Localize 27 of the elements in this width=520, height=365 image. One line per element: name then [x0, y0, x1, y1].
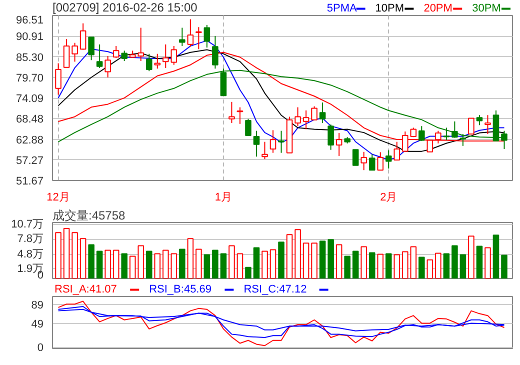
y-tick-label: 85.30: [16, 52, 44, 64]
y-tick-label: 74.09: [16, 93, 44, 105]
y-tick-label: 57.27: [16, 154, 44, 167]
y-tick-label: 90.91: [16, 31, 44, 44]
y-tick-label: 7.8万: [17, 233, 44, 246]
y-tick-label: 4.8万: [17, 248, 44, 260]
legend-label: RSI_C:47.12: [244, 284, 307, 296]
legend-label: RSI_A:41.07: [54, 284, 117, 296]
y-tick-label: 62.88: [16, 134, 44, 146]
y-tick-label: 89: [31, 300, 44, 312]
y-tick-label: 68.48: [16, 114, 44, 126]
legend-label: RSI_B:45.69: [149, 284, 212, 296]
legend-label: 30PM: [472, 2, 501, 14]
x-tick-label: 12月: [46, 192, 70, 204]
chart-title: 成交量:45758: [52, 208, 126, 222]
y-tick-label: 79.70: [16, 72, 44, 84]
y-tick-label: 49: [31, 318, 44, 331]
chart-title: [002709] 2016-02-26 15:00: [52, 0, 198, 14]
legend-label: 20PM: [424, 2, 452, 14]
y-tick-label: 96.51: [16, 14, 44, 26]
y-tick-label: 0: [37, 342, 44, 354]
y-tick-label: 51.67: [16, 176, 44, 188]
legend-label: 5PMA: [326, 2, 358, 14]
legend-label: 10PM: [375, 2, 404, 14]
x-tick-label: 2月: [380, 192, 398, 204]
y-tick-label: 10.7万: [11, 218, 44, 231]
x-tick-label: 1月: [214, 192, 232, 204]
